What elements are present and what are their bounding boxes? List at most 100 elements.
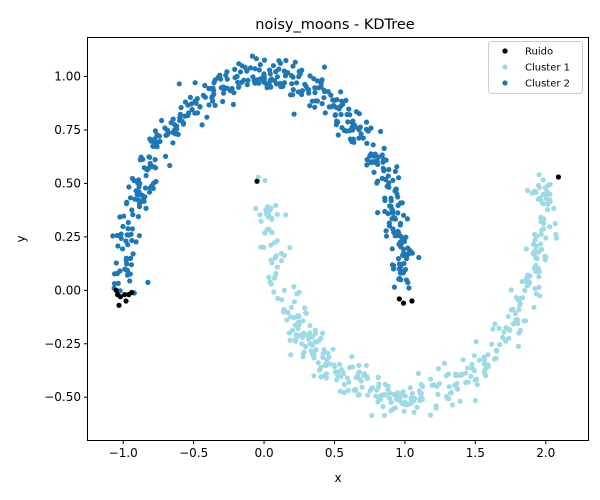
point-cluster-1 <box>309 349 315 355</box>
y-tick-label: −0.25 <box>44 337 81 351</box>
point-cluster-2 <box>396 175 402 181</box>
point-cluster-2 <box>329 104 335 110</box>
point-cluster-2 <box>242 64 248 71</box>
point-cluster-2 <box>137 200 143 206</box>
point-ruido <box>117 294 123 300</box>
point-cluster-1 <box>310 342 316 348</box>
point-cluster-1 <box>414 404 420 410</box>
point-cluster-1 <box>454 385 460 391</box>
point-cluster-1 <box>551 205 557 211</box>
point-cluster-2 <box>185 102 191 108</box>
point-cluster-1 <box>273 202 279 208</box>
point-cluster-2 <box>328 92 334 98</box>
point-cluster-2 <box>126 184 132 190</box>
point-cluster-1 <box>409 390 416 397</box>
point-cluster-2 <box>405 245 411 251</box>
point-cluster-1 <box>493 355 499 361</box>
point-cluster-1 <box>516 330 522 336</box>
point-cluster-1 <box>489 341 495 347</box>
point-cluster-1 <box>341 390 347 396</box>
point-cluster-1 <box>538 241 544 247</box>
point-cluster-2 <box>357 124 363 130</box>
point-cluster-2 <box>118 235 124 241</box>
point-cluster-2 <box>350 136 356 142</box>
point-cluster-2 <box>294 80 300 86</box>
point-cluster-2 <box>220 98 226 105</box>
point-cluster-1 <box>402 401 408 407</box>
point-cluster-2 <box>180 121 186 127</box>
y-tick-label: −0.50 <box>44 390 81 404</box>
point-cluster-1 <box>553 235 560 241</box>
point-cluster-1 <box>355 371 361 377</box>
point-cluster-2 <box>386 166 392 173</box>
point-cluster-1 <box>388 399 394 405</box>
point-cluster-2 <box>175 131 181 137</box>
point-cluster-1 <box>481 361 487 367</box>
point-cluster-2 <box>371 159 377 165</box>
point-cluster-1 <box>262 230 268 236</box>
point-cluster-1 <box>415 370 421 377</box>
legend-marker-cluster-2 <box>502 80 508 86</box>
point-cluster-2 <box>381 168 387 174</box>
point-cluster-1 <box>408 400 414 407</box>
point-cluster-1 <box>338 367 344 373</box>
point-cluster-1 <box>391 391 397 397</box>
point-cluster-2 <box>136 184 142 190</box>
point-cluster-1 <box>505 313 511 320</box>
point-cluster-2 <box>290 63 296 69</box>
point-cluster-1 <box>524 187 531 194</box>
point-cluster-1 <box>507 327 513 333</box>
point-cluster-2 <box>356 111 362 117</box>
point-cluster-1 <box>420 383 426 390</box>
point-cluster-1 <box>378 392 384 398</box>
point-cluster-1 <box>460 357 466 363</box>
point-cluster-2 <box>391 263 397 269</box>
point-cluster-2 <box>185 113 191 119</box>
y-tick-label: 0.75 <box>54 123 81 137</box>
point-cluster-1 <box>455 372 461 378</box>
point-cluster-1 <box>274 264 280 270</box>
point-cluster-2 <box>382 208 388 215</box>
point-cluster-2 <box>125 242 131 248</box>
point-cluster-1 <box>356 362 362 369</box>
point-cluster-2 <box>364 162 370 168</box>
point-cluster-1 <box>435 366 442 372</box>
point-cluster-2 <box>397 220 404 226</box>
point-cluster-2 <box>387 203 393 209</box>
x-tick-label: 1.0 <box>395 446 414 460</box>
point-cluster-1 <box>481 357 488 363</box>
point-cluster-1 <box>363 362 369 368</box>
point-cluster-1 <box>407 385 413 391</box>
point-cluster-2 <box>314 98 320 104</box>
point-cluster-1 <box>375 374 381 380</box>
point-cluster-1 <box>541 216 547 222</box>
point-cluster-1 <box>321 347 327 353</box>
point-cluster-2 <box>396 230 402 236</box>
chart-title: noisy_moons - KDTree <box>255 17 415 33</box>
point-cluster-1 <box>515 343 522 349</box>
point-cluster-2 <box>401 212 407 218</box>
point-cluster-2 <box>375 210 381 216</box>
point-cluster-2 <box>204 114 210 120</box>
point-cluster-2 <box>322 88 328 95</box>
point-cluster-1 <box>534 233 540 239</box>
point-cluster-2 <box>124 199 130 205</box>
point-cluster-2 <box>276 66 282 72</box>
point-cluster-1 <box>320 330 326 336</box>
point-cluster-1 <box>302 305 308 311</box>
point-cluster-2 <box>229 85 235 92</box>
point-cluster-2 <box>142 185 149 191</box>
point-cluster-2 <box>165 130 171 136</box>
point-cluster-2 <box>146 154 152 160</box>
point-cluster-1 <box>283 212 289 218</box>
point-cluster-2 <box>398 277 404 283</box>
point-cluster-2 <box>395 194 401 200</box>
point-cluster-1 <box>513 294 520 301</box>
point-cluster-1 <box>303 343 309 350</box>
point-cluster-1 <box>544 206 551 213</box>
point-cluster-2 <box>400 252 406 258</box>
point-cluster-2 <box>129 207 135 213</box>
point-cluster-2 <box>253 56 259 62</box>
point-cluster-2 <box>370 142 376 148</box>
